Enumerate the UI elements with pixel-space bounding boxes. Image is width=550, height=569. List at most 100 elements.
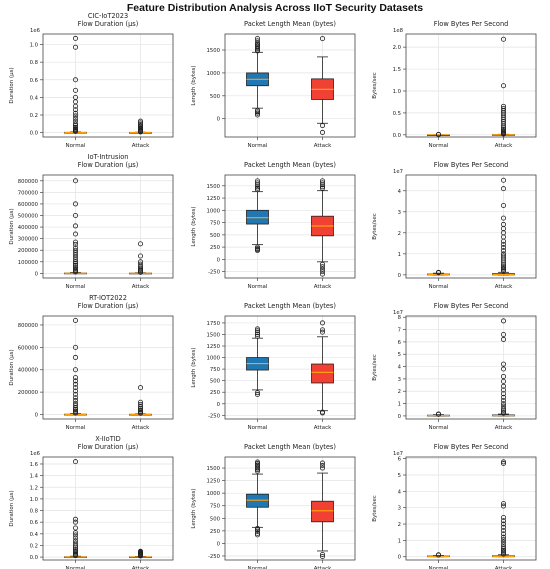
dataset-title: CIC-IoT2023 (88, 12, 128, 20)
subplot: 0.0 0.5 1.0 1.5 2.0 Normal Attack 1e8 Bytes/sec F… (372, 20, 537, 149)
y-tick-label: 5 (398, 473, 401, 479)
outlier-point (500, 383, 506, 389)
outlier-point (319, 269, 325, 275)
subplot: 0 1 2 3 4 5 6 Normal Attack 1e7 Bytes/sec Flow Byte… (372, 443, 537, 569)
outlier-point (319, 327, 325, 333)
outlier-point (73, 44, 79, 50)
outlier-point (500, 238, 506, 244)
y-tick-label: 1.0 (393, 89, 402, 95)
y-tick-label: 1 (398, 402, 401, 408)
outlier-point (73, 269, 79, 275)
outlier-point (319, 465, 325, 471)
outlier-point (73, 385, 79, 391)
outlier-point (319, 129, 325, 135)
outlier-point (500, 531, 506, 537)
outlier-point (500, 461, 506, 467)
outlier-point (500, 397, 506, 403)
outlier-point (73, 459, 79, 465)
outlier-point (254, 465, 260, 471)
y-tick-label: 1.6 (30, 462, 39, 468)
y-tick-label: 700000 (18, 190, 39, 196)
y-tick-label: 1000 (207, 71, 221, 77)
y-tick-label: 5 (398, 352, 401, 358)
outlier-point (73, 398, 79, 404)
y-tick-label: 300000 (18, 237, 39, 243)
outlier-point (73, 519, 79, 525)
outlier-point (137, 118, 143, 124)
outlier-point (73, 241, 79, 247)
y-tick-label: 1.4 (30, 474, 39, 480)
y-tick-label: 0.0 (30, 131, 39, 137)
outlier-point (500, 534, 506, 540)
outlier-point (137, 253, 143, 259)
y-tick-label: 1250 (207, 196, 221, 202)
y-tick-label: 0.2 (30, 543, 38, 549)
outlier-point (254, 527, 260, 533)
x-tick-label: Attack (132, 143, 150, 149)
x-tick-label: Normal (429, 566, 449, 569)
outlier-point (73, 538, 79, 544)
y-tick-label: 0 (35, 413, 39, 419)
outlier-point (254, 187, 260, 193)
y-axis-label: Bytes/sec (372, 72, 378, 99)
y-tick-label: 1 (398, 252, 401, 258)
plot-area (406, 316, 536, 419)
axes-frame (405, 174, 537, 279)
outlier-point (319, 410, 325, 416)
y-tick-label: 6 (398, 340, 402, 346)
y-tick-label: 400000 (18, 368, 39, 374)
y-axis-label: Length (bytes) (191, 488, 197, 528)
outlier-point (319, 182, 325, 188)
y-axis-label: Duration (μs) (9, 349, 15, 385)
y-tick-label: 1.0 (30, 497, 39, 503)
outlier-point (500, 332, 506, 338)
outlier-point (73, 262, 79, 268)
outlier-point (500, 410, 506, 416)
outlier-point (500, 551, 506, 557)
y-tick-label: 500 (210, 233, 221, 239)
y-tick-label: 0 (398, 414, 402, 420)
subplot: 0.0 0.2 0.4 0.6 0.8 1.0 1.2 1.4 1.6 Normal Attack 1… (9, 435, 174, 569)
y-tick-label: 500 (210, 379, 221, 385)
y-tick-label: 3 (398, 506, 401, 512)
y-tick-label: 750 (210, 221, 221, 227)
y-tick-label: 0.8 (30, 509, 39, 515)
y-tick-label: 2 (398, 389, 401, 395)
outlier-point (500, 391, 506, 397)
x-tick-label: Attack (132, 284, 150, 290)
y-tick-label: 500 (210, 94, 221, 100)
outlier-point (319, 266, 325, 272)
y-tick-label: 3 (398, 210, 401, 216)
outlier-point (73, 77, 79, 83)
outlier-point (319, 123, 325, 129)
outlier-point (73, 87, 79, 93)
outlier-point (73, 35, 79, 41)
figure-title: Feature Distribution Analysis Across IIo… (126, 2, 424, 14)
y-tick-label: 0.6 (30, 520, 39, 526)
outlier-point (254, 48, 260, 54)
y-tick-label: 6 (398, 457, 402, 463)
y-tick-label: 0 (398, 273, 402, 279)
subplot-title: Flow Bytes Per Second (434, 161, 509, 169)
y-tick-label: 4 (398, 365, 402, 371)
outlier-point (500, 394, 506, 400)
y-tick-label: 2 (398, 231, 401, 237)
outlier-point (254, 109, 260, 115)
outlier-point (73, 213, 79, 219)
y-tick-label: 0.8 (30, 60, 39, 66)
y-tick-label: 1500 (207, 48, 221, 54)
x-tick-label: Attack (495, 566, 513, 569)
subplot-title: Flow Bytes Per Second (434, 443, 509, 451)
outlier-point (435, 411, 441, 417)
outlier-point (435, 552, 441, 558)
x-tick-label: Normal (248, 425, 268, 431)
outlier-point (500, 177, 506, 183)
outlier-point (500, 366, 506, 372)
outlier-point (500, 407, 506, 413)
outlier-point (73, 388, 79, 394)
outlier-point (137, 259, 143, 265)
outlier-point (73, 261, 79, 267)
outlier-point (137, 241, 143, 247)
outlier-point (254, 528, 260, 534)
outlier-point (73, 107, 79, 113)
